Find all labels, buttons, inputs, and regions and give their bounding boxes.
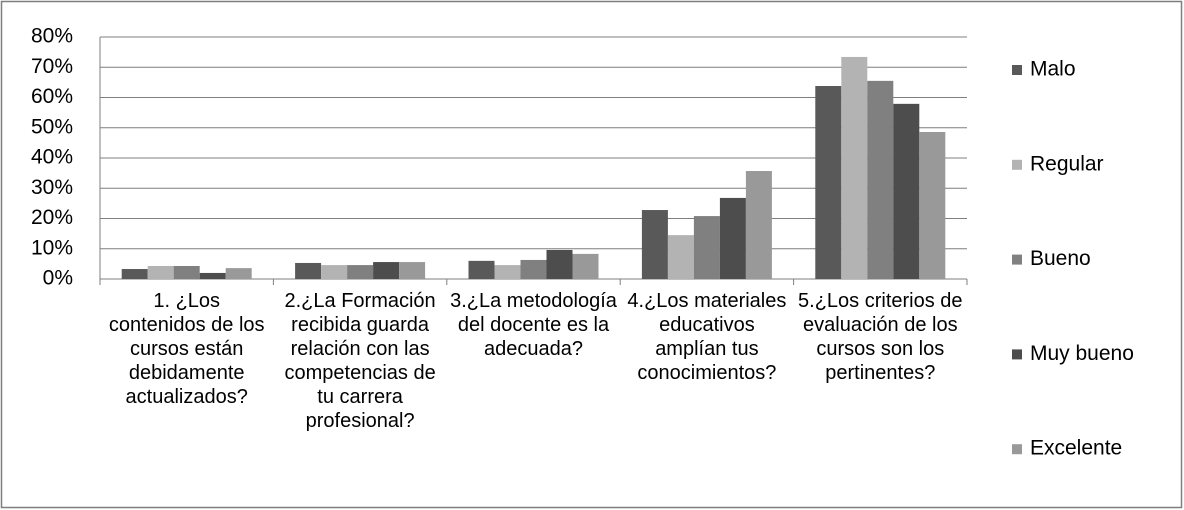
y-tick-label: 10% xyxy=(31,236,73,259)
legend-swatch xyxy=(1012,349,1022,360)
legend-swatch xyxy=(1012,444,1022,455)
bar xyxy=(399,262,426,279)
bar xyxy=(572,253,599,279)
legend-label: Malo xyxy=(1030,58,1076,81)
bar xyxy=(295,262,322,279)
bar xyxy=(494,265,521,279)
x-tick-label: 4.¿Los materiales educativos amplían tus… xyxy=(627,290,787,384)
bar xyxy=(745,171,772,279)
legend-label: Bueno xyxy=(1030,247,1091,270)
x-tick-label: 2.¿La Formación recibida guarda relación… xyxy=(284,290,436,432)
y-tick-label: 30% xyxy=(31,176,73,199)
y-tick-label: 70% xyxy=(31,55,73,78)
bar xyxy=(199,272,226,279)
bar xyxy=(719,197,746,279)
y-tick-label: 0% xyxy=(43,267,73,290)
x-tick-label: 3.¿La metodología del docente es la adec… xyxy=(450,290,617,360)
legend-label: Regular xyxy=(1030,152,1104,175)
legend-label: Muy bueno xyxy=(1030,342,1134,365)
bar xyxy=(147,265,174,279)
bar xyxy=(546,249,573,279)
y-tick-label: 20% xyxy=(31,206,73,229)
x-tick-label: 5.¿Los criterios de evaluación de los cu… xyxy=(798,290,963,384)
bar xyxy=(373,262,400,279)
bar xyxy=(520,259,547,279)
bar xyxy=(919,131,946,279)
legend-swatch xyxy=(1012,65,1022,75)
bar xyxy=(893,103,920,279)
y-tick-label: 80% xyxy=(31,25,73,48)
bar xyxy=(225,268,252,279)
bar xyxy=(468,260,495,279)
legend-swatch xyxy=(1012,159,1022,170)
bar xyxy=(667,235,694,279)
bar xyxy=(867,80,894,279)
bar xyxy=(693,216,720,279)
bar xyxy=(841,56,868,280)
y-tick-label: 40% xyxy=(31,146,73,169)
legend-label: Excelente xyxy=(1030,437,1122,460)
legend-swatch xyxy=(1012,254,1022,265)
bar xyxy=(641,210,668,279)
x-tick-label: 1. ¿Los contenidos de los cursos están d… xyxy=(108,290,265,408)
y-tick-label: 50% xyxy=(31,115,73,138)
bar xyxy=(347,265,374,279)
bar xyxy=(815,86,842,279)
y-tick-label: 60% xyxy=(31,85,73,108)
bar xyxy=(173,265,200,279)
bar xyxy=(121,269,148,279)
bar xyxy=(321,265,348,279)
